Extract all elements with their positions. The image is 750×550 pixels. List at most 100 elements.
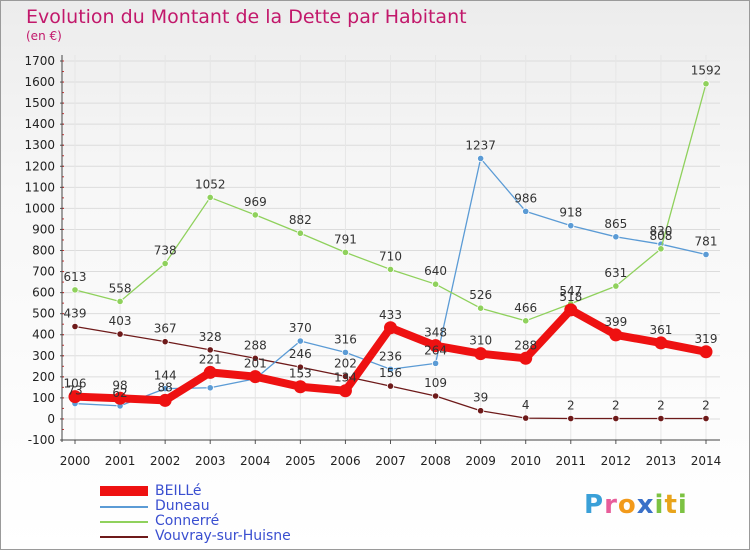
data-point-vouvray-sur-huisne [251,354,259,362]
data-label-vouvray-sur-huisne: 2 [567,399,575,413]
y-tick-label: 1600 [24,75,55,89]
data-label-duneau: 830 [649,224,672,238]
data-point-connerr- [431,280,440,288]
data-point-beill- [68,390,82,404]
proxiti-logo: Proxiti [584,490,688,520]
data-label-connerr-: 640 [424,264,447,278]
y-tick-label: 1700 [24,54,55,68]
data-point-duneau [567,222,575,230]
data-point-vouvray-sur-huisne [567,414,575,423]
data-point-connerr- [71,286,79,294]
data-point-vouvray-sur-huisne [71,322,79,331]
data-label-duneau: 986 [514,191,537,205]
data-label-duneau: 316 [334,332,357,346]
x-tick-label: 2003 [195,454,226,468]
data-label-beill-: 201 [244,357,267,371]
data-point-connerr- [386,265,395,274]
data-point-vouvray-sur-huisne [431,392,440,400]
data-label-connerr-: 1592 [691,64,722,78]
data-point-vouvray-sur-huisne [116,330,124,338]
data-label-connerr-: 547 [559,284,582,298]
y-tick-label: 1500 [24,96,55,110]
y-tick-label: 1000 [24,201,55,215]
data-label-vouvray-sur-huisne: 202 [334,356,357,370]
data-point-duneau [702,250,710,259]
data-label-beill-: 399 [604,315,627,329]
data-point-duneau [296,337,304,345]
data-label-duneau: 144 [154,369,177,383]
legend-swatch-connerre [100,521,148,523]
data-point-vouvray-sur-huisne [657,414,665,423]
data-label-beill-: 98 [112,378,127,392]
data-label-connerr-: 808 [649,229,672,243]
data-point-beill- [293,380,307,394]
data-point-beill- [203,365,217,379]
data-point-beill- [248,370,262,384]
data-label-connerr-: 1052 [195,177,226,191]
data-label-beill-: 348 [424,326,447,340]
data-point-connerr- [116,297,124,306]
data-point-connerr- [161,259,169,268]
data-label-vouvray-sur-huisne: 2 [612,399,620,413]
y-tick-label: 300 [32,349,55,363]
y-tick-label: 1400 [24,117,55,131]
data-point-duneau [206,384,214,392]
x-tick-label: 2013 [646,454,677,468]
legend-swatch-duneau [100,506,148,508]
data-label-beill-: 153 [289,367,312,381]
data-point-beill- [519,351,533,365]
data-label-connerr-: 526 [469,288,492,302]
legend-label-connerre: Connerré [155,513,220,529]
data-point-duneau [522,207,530,215]
chart-title: Evolution du Montant de la Dette par Hab… [26,6,467,28]
x-tick-label: 2004 [240,454,271,468]
data-label-duneau: 781 [695,235,718,249]
data-point-beill- [158,393,172,407]
x-tick-label: 2001 [105,454,136,468]
x-tick-label: 2011 [556,454,587,468]
data-label-beill-: 319 [695,332,718,346]
data-label-duneau: 370 [289,321,312,335]
data-point-connerr- [702,80,710,88]
data-label-duneau: 62 [112,386,127,400]
data-point-vouvray-sur-huisne [161,338,169,346]
data-point-duneau [477,154,485,163]
data-point-vouvray-sur-huisne [477,407,485,415]
x-tick-label: 2012 [601,454,632,468]
data-label-duneau: 236 [379,349,402,363]
data-label-vouvray-sur-huisne: 246 [289,347,312,361]
data-label-connerr-: 791 [334,232,357,246]
data-point-duneau [386,365,395,373]
data-point-connerr- [477,304,485,312]
x-tick-label: 2000 [60,454,91,468]
data-point-duneau [612,233,620,241]
legend-swatch-beille [100,486,148,496]
data-point-vouvray-sur-huisne [296,363,304,371]
data-label-vouvray-sur-huisne: 4 [522,398,530,412]
y-tick-label: 1300 [24,138,55,152]
data-label-vouvray-sur-huisne: 39 [473,391,488,405]
x-tick-label: 2009 [465,454,496,468]
y-tick-label: 100 [32,391,55,405]
data-point-connerr- [612,282,620,290]
data-label-beill-: 88 [158,380,173,394]
y-tick-label: 200 [32,370,55,384]
data-label-vouvray-sur-huisne: 328 [199,330,222,344]
y-tick-label: 0 [47,412,55,426]
data-point-vouvray-sur-huisne [702,414,710,423]
data-point-connerr- [657,245,665,253]
data-point-connerr- [522,317,530,325]
data-label-vouvray-sur-huisne: 109 [424,376,447,390]
data-label-beill-: 288 [514,338,537,352]
data-point-connerr- [206,193,214,202]
data-point-beill- [113,391,127,405]
x-tick-label: 2006 [330,454,361,468]
data-label-connerr-: 466 [514,301,537,315]
data-point-beill- [429,339,443,353]
y-tick-label: 800 [32,244,55,258]
legend-label-vouvray: Vouvray-sur-Huisne [155,528,291,544]
y-tick-label: 1200 [24,159,55,173]
data-label-connerr-: 738 [154,244,177,258]
data-point-beill- [564,303,578,317]
data-label-vouvray-sur-huisne: 403 [109,314,132,328]
